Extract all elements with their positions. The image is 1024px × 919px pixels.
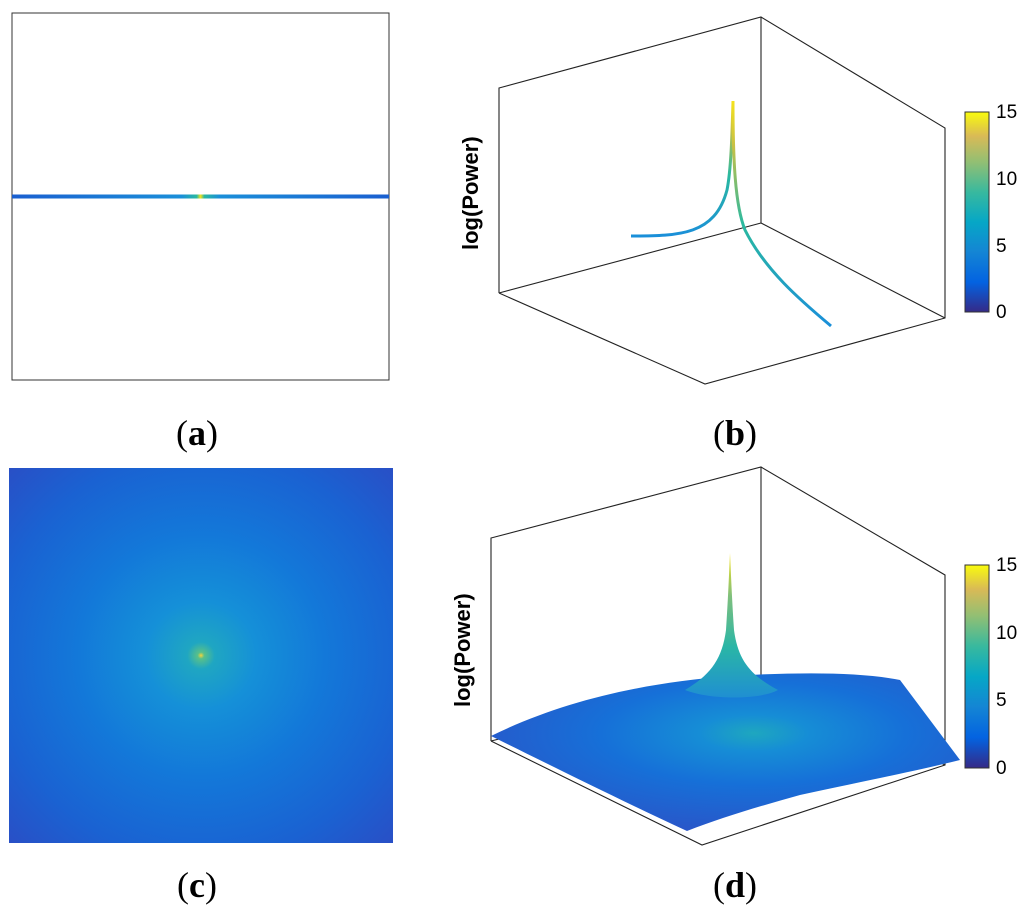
panel-c-label: (c)	[177, 865, 217, 905]
panel-a-label: (a)	[176, 413, 218, 453]
panel-b-left-branch	[630, 100, 735, 238]
panel-b-axes-box	[498, 16, 946, 385]
panel-d-colorbar	[964, 564, 990, 769]
panel-b: log(Power) 15 10 5 0	[458, 16, 1017, 385]
panel-d: log(Power) 15 10 5 0	[450, 466, 1017, 846]
panel-b-tick-15: 15	[996, 102, 1017, 123]
panel-b-colorbar	[964, 111, 990, 313]
panel-d-surface	[491, 673, 960, 831]
panel-c	[9, 468, 393, 843]
panel-a	[11, 12, 390, 381]
panel-d-spike	[685, 553, 778, 698]
panel-b-tick-10: 10	[996, 169, 1017, 190]
panel-b-label: (b)	[713, 413, 757, 453]
panel-d-colorbar-ticks: 15 10 5 0	[996, 555, 1017, 779]
panel-d-tick-10: 10	[996, 623, 1017, 644]
panel-a-power-line	[12, 194, 389, 199]
panel-d-tick-5: 5	[996, 690, 1007, 711]
panel-d-zlabel: log(Power)	[450, 593, 475, 707]
panel-b-colorbar-ticks: 15 10 5 0	[996, 102, 1017, 323]
panel-c-heatmap	[9, 468, 393, 843]
panel-d-label: (d)	[713, 865, 757, 905]
panel-d-tick-0: 0	[996, 758, 1007, 779]
panel-b-tick-5: 5	[996, 236, 1007, 257]
panel-d-tick-15: 15	[996, 555, 1017, 576]
panel-b-right-branch	[731, 100, 832, 328]
panel-b-tick-0: 0	[996, 302, 1007, 323]
panel-b-zlabel: log(Power)	[458, 136, 483, 250]
